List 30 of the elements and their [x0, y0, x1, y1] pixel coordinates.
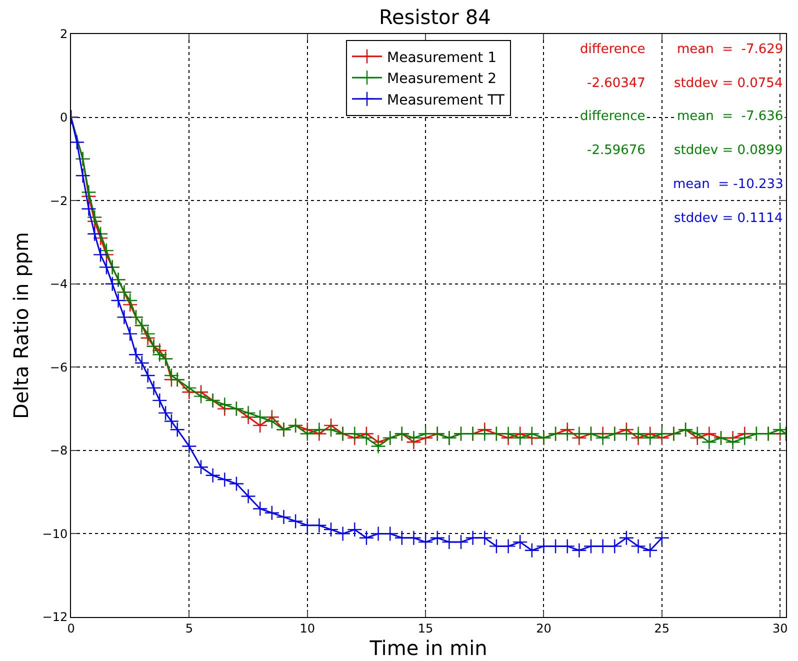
- x-tick-label: 25: [654, 621, 670, 636]
- chart-title: Resistor 84: [379, 4, 491, 29]
- y-tick-label: −12: [42, 610, 68, 624]
- annotation: -2.59676: [587, 143, 646, 158]
- legend-label: Measurement TT: [387, 92, 505, 108]
- annotation: stddev = 0.1114: [674, 211, 783, 226]
- x-tick-label: 20: [536, 621, 552, 636]
- x-tick-label: 5: [185, 621, 193, 636]
- legend-label: Measurement 1: [387, 50, 496, 66]
- y-tick-label: 0: [60, 110, 68, 124]
- x-tick-label: 10: [300, 621, 315, 636]
- annotation: mean = -7.629: [677, 42, 784, 57]
- y-tick-label: 2: [60, 27, 68, 42]
- annotation: mean = -7.636: [677, 109, 784, 124]
- annotation: difference: [580, 42, 646, 57]
- y-tick-label: −8: [50, 444, 68, 458]
- x-axis-title: Time in min: [368, 636, 488, 660]
- y-tick-label: −4: [50, 277, 68, 292]
- y-tick-label: −6: [50, 360, 68, 374]
- annotation: mean = -10.233: [673, 177, 784, 192]
- y-tick-label: −2: [50, 194, 68, 208]
- legend-label: Measurement 2: [387, 71, 496, 88]
- x-tick-label: 30: [772, 621, 788, 636]
- annotation: difference: [580, 109, 646, 124]
- y-tick-label: −10: [42, 526, 68, 541]
- annotation: stddev = 0.0899: [674, 143, 783, 158]
- y-axis-title: Delta Ratio in ppm: [8, 232, 33, 419]
- annotation: -2.60347: [587, 76, 646, 91]
- annotation: stddev = 0.0754: [674, 76, 783, 91]
- x-tick-label: 15: [418, 621, 434, 636]
